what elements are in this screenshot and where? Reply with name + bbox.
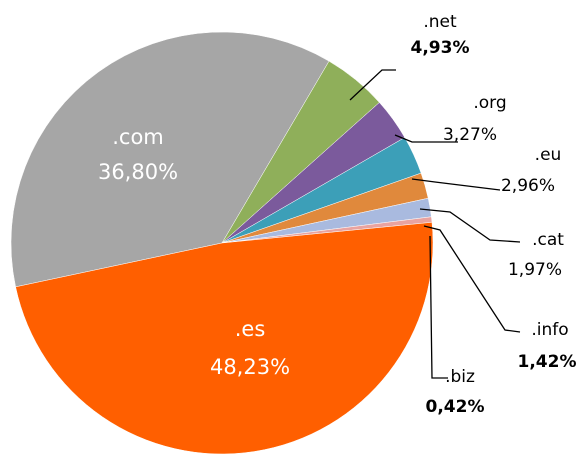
slice-name: .com [112,125,164,149]
slice-value: 1,42% [518,352,577,372]
leader-line [394,134,458,143]
leader-line [349,69,396,101]
pie-slice [15,222,434,455]
slice-value: 2,96% [501,176,555,196]
leader-line [411,178,501,191]
slice-value: 1,97% [508,260,562,280]
pie-slice [10,31,330,288]
slice-name: .es [235,317,266,341]
slice-value: 36,80% [98,160,178,184]
slice-value: 4,93% [411,38,470,58]
slice-name: .info [531,320,568,340]
slice-value: 3,27% [443,125,497,145]
slice-value: 0,42% [426,397,485,417]
leader-line [429,235,448,379]
slice-name: .biz [445,367,475,387]
slice-name: .eu [535,145,562,165]
slice-name: .cat [532,230,564,250]
leader-line [423,225,521,333]
slice-value: 48,23% [210,355,290,379]
slice-name: .org [473,93,506,113]
slice-name: .net [423,12,457,32]
leader-line [419,208,521,243]
